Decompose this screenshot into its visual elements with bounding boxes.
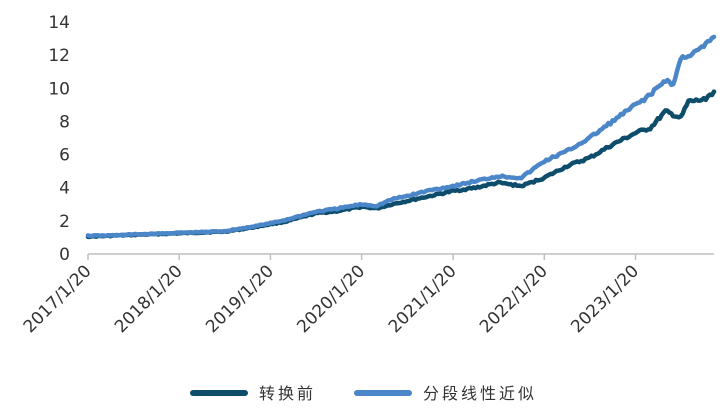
x-tick-label: 2020/1/20: [293, 261, 369, 337]
y-tick-label: 14: [48, 13, 70, 33]
y-tick-label: 0: [59, 245, 70, 265]
y-tick-label: 4: [59, 179, 70, 199]
series-line-2: [85, 34, 717, 239]
x-tick-label: 2023/1/20: [567, 261, 643, 337]
plot-area: [85, 34, 717, 240]
x-tick-label: 2021/1/20: [385, 261, 461, 337]
y-tick-label: 6: [59, 146, 70, 166]
legend: 转换前 分段线性近似: [190, 384, 537, 403]
y-axis: 0 2 4 6 8 10 12 14: [48, 13, 70, 265]
x-tick-label: 2017/1/20: [20, 261, 96, 337]
legend-label: 转换前: [259, 384, 316, 403]
y-tick-label: 8: [59, 112, 70, 132]
y-tick-label: 2: [59, 212, 70, 232]
x-tick-label: 2018/1/20: [111, 261, 187, 337]
x-tick-label: 2022/1/20: [476, 261, 552, 337]
y-tick-label: 12: [48, 46, 70, 66]
legend-label: 分段线性近似: [423, 384, 537, 403]
x-tick-label: 2019/1/20: [202, 261, 278, 337]
x-axis: 2017/1/20 2018/1/20 2019/1/20 2020/1/20 2021…: [20, 254, 643, 337]
y-tick-label: 10: [48, 79, 70, 99]
